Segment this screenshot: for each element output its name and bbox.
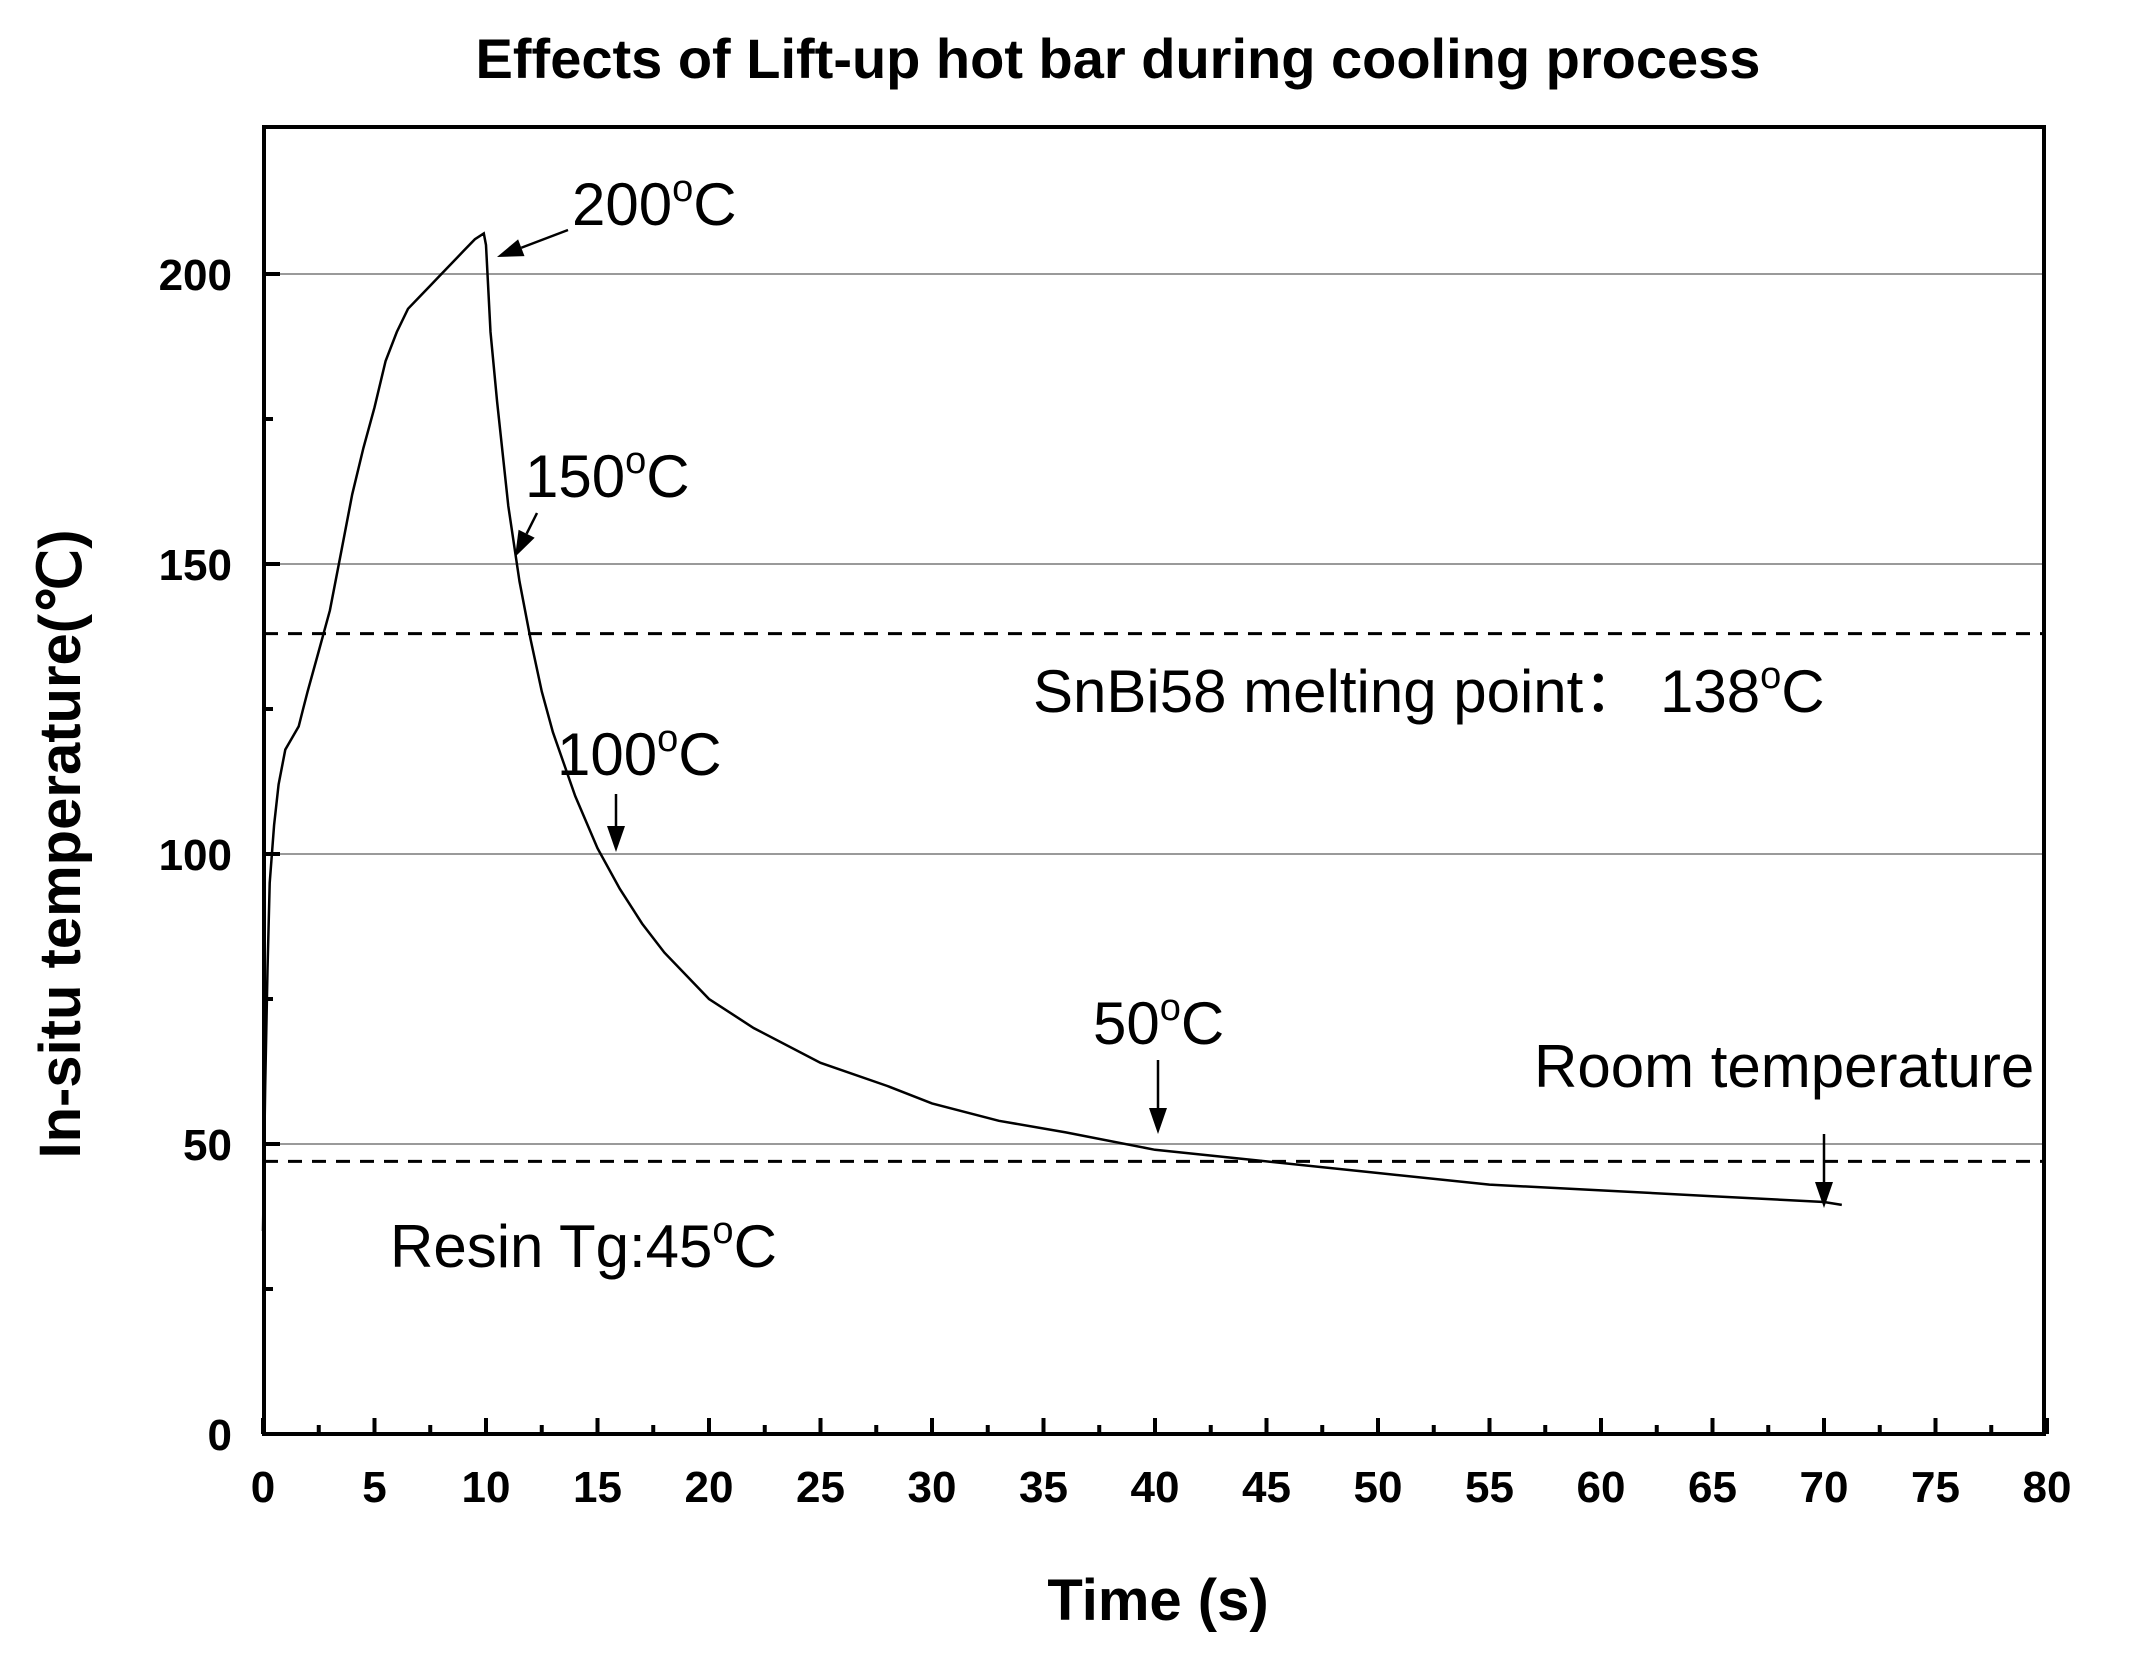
annotation-label: 150oC xyxy=(525,440,690,510)
melting-point-label: SnBi58 melting point： 138oC xyxy=(1033,655,1825,725)
series-line xyxy=(261,231,1843,1232)
annotation-arrow-shaft xyxy=(525,512,539,535)
annotation-arrow-shaft xyxy=(520,228,569,249)
annotation-label: 200oC xyxy=(572,168,737,238)
annotation-label: 100oC xyxy=(557,718,722,788)
x-tick-label: 40 xyxy=(1131,1463,1180,1512)
resin-tg-label: Resin Tg:45oC xyxy=(390,1210,777,1280)
x-tick-label: 45 xyxy=(1242,1463,1291,1512)
x-tick-label: 60 xyxy=(1577,1463,1626,1512)
x-tick-label: 20 xyxy=(685,1463,734,1512)
x-tick-label: 55 xyxy=(1465,1463,1514,1512)
x-tick-label: 50 xyxy=(1354,1463,1403,1512)
annotation-arrow-head xyxy=(515,529,535,557)
annotation-arrow-head xyxy=(607,826,625,852)
x-tick-label: 10 xyxy=(462,1463,511,1512)
series-layer xyxy=(261,231,1843,1232)
annotations: SnBi58 melting point： 138oC Resin Tg:45oC… xyxy=(390,168,2034,1280)
y-tick-label: 50 xyxy=(183,1121,232,1170)
chart-title: Effects of Lift-up hot bar during coolin… xyxy=(476,27,1761,90)
x-tick-label: 65 xyxy=(1688,1463,1737,1512)
x-axis-title: Time (s) xyxy=(1047,1568,1268,1633)
x-tick-label: 25 xyxy=(796,1463,845,1512)
y-tick-label: 200 xyxy=(159,251,232,300)
x-tick-label: 5 xyxy=(362,1463,386,1512)
x-tick-label: 80 xyxy=(2023,1463,2072,1512)
annotation-label: Room temperature xyxy=(1534,1033,2034,1100)
x-tick-label: 70 xyxy=(1800,1463,1849,1512)
x-tick-label: 15 xyxy=(573,1463,622,1512)
x-tick-label: 0 xyxy=(251,1463,275,1512)
annotation-arrow-head xyxy=(1149,1108,1167,1134)
y-tick-label: 100 xyxy=(159,831,232,880)
annotation-label: 50oC xyxy=(1093,987,1224,1057)
y-tick-label: 150 xyxy=(159,541,232,590)
x-tick-label: 75 xyxy=(1911,1463,1960,1512)
x-tick-label: 30 xyxy=(908,1463,957,1512)
grid-lines xyxy=(264,273,2044,1145)
y-axis-title: In-situ temperature(℃) xyxy=(28,529,93,1158)
annotation-arrow-head xyxy=(1815,1182,1833,1208)
axis-ticks: 0 5 10 15 20 25 30 35 40 45 50 55 60 65 70 75 80 0 50 100 15… xyxy=(159,251,2072,1512)
x-tick-label: 35 xyxy=(1019,1463,1068,1512)
reference-lines xyxy=(264,632,2044,1163)
y-tick-label: 0 xyxy=(208,1411,232,1460)
annotation-arrow-head xyxy=(497,239,525,257)
